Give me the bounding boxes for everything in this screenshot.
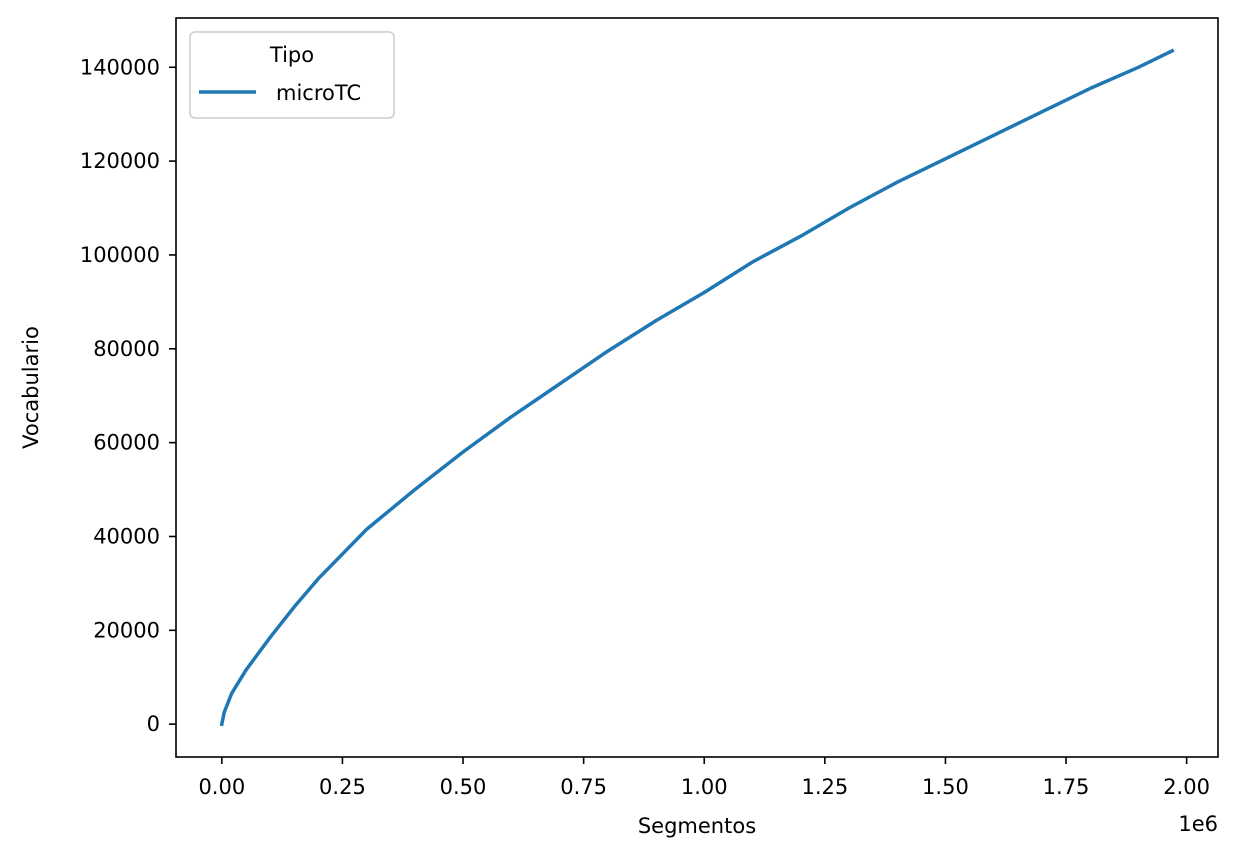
x-tick-label: 1.00 xyxy=(681,775,728,799)
x-tick-label: 1.50 xyxy=(922,775,969,799)
y-tick-label: 120000 xyxy=(80,149,160,173)
plot-area: 0.00 0.25 0.50 0.75 1.00 1.25 1.50 1.75 2.00 0 200… xyxy=(80,17,1219,799)
x-tick-label: 0.75 xyxy=(560,775,607,799)
y-axis-title: Vocabulario xyxy=(19,326,43,449)
y-tick-label: 100000 xyxy=(80,243,160,267)
x-tick-label: 1.25 xyxy=(801,775,848,799)
legend: Tipo microTC xyxy=(189,31,395,119)
legend-title: Tipo xyxy=(269,43,314,67)
x-tick-label: 1.75 xyxy=(1043,775,1090,799)
y-tick-label: 80000 xyxy=(93,337,160,361)
x-tick-label: 0.50 xyxy=(440,775,487,799)
y-tick-label: 20000 xyxy=(93,618,160,642)
legend-box xyxy=(189,31,395,119)
x-axis-offset-label: 1e6 xyxy=(1178,812,1218,836)
x-tick-label: 0.00 xyxy=(198,775,245,799)
y-tick-label: 40000 xyxy=(93,524,160,548)
legend-entry-label: microTC xyxy=(276,81,361,105)
y-tick-label: 60000 xyxy=(93,431,160,455)
x-tick-label: 2.00 xyxy=(1163,775,1210,799)
axes-frame xyxy=(175,17,1219,758)
y-tick-label: 140000 xyxy=(80,55,160,79)
x-axis-title: Segmentos xyxy=(638,814,756,838)
series-line-0 xyxy=(219,48,1175,727)
x-tick-label: 0.25 xyxy=(319,775,366,799)
y-tick-label: 0 xyxy=(147,712,160,736)
